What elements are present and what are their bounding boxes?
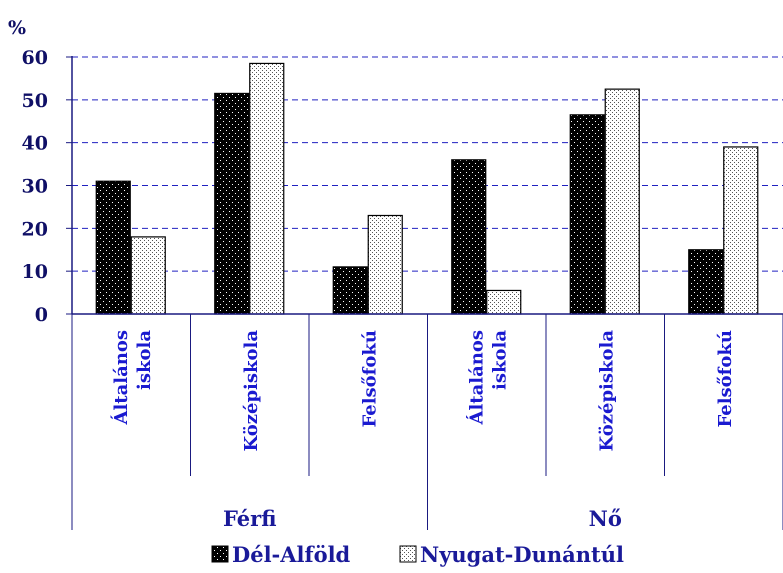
y-axis-unit-label: % <box>8 17 26 39</box>
bar-del-alfold <box>451 159 487 315</box>
legend-label: Nyugat-Dunántúl <box>420 542 624 567</box>
y-tick-label: 30 <box>22 176 48 198</box>
bar-del-alfold <box>214 92 250 315</box>
bar-nyugat-dunantul <box>130 236 166 315</box>
y-tick-label: 40 <box>22 133 48 155</box>
legend-label: Dél-Alföld <box>232 542 351 567</box>
category-label: Általános <box>109 330 132 426</box>
y-tick-label: 50 <box>22 90 48 112</box>
bar-nyugat-dunantul <box>486 289 522 315</box>
bar-nyugat-dunantul <box>367 214 403 315</box>
bars <box>95 62 759 315</box>
bar-nyugat-dunantul <box>249 62 285 315</box>
legend: Dél-Alföld Nyugat-Dunántúl <box>211 542 624 567</box>
category-label: iskola <box>489 330 510 390</box>
legend-swatch <box>211 545 229 563</box>
bar-nyugat-dunantul <box>604 88 640 315</box>
axes <box>71 56 783 530</box>
gridlines <box>72 56 783 272</box>
category-label: Középiskola <box>241 330 262 452</box>
category-labels: Általános iskola Középiskola Felsőfokú Által… <box>109 330 736 452</box>
legend-swatch <box>399 545 417 563</box>
y-axis-ticks: 0 10 20 30 40 50 60 <box>22 47 72 326</box>
bar-del-alfold <box>95 180 131 315</box>
category-label: Általános <box>464 330 487 426</box>
category-label: Középiskola <box>596 330 617 452</box>
group-label: Férfi <box>223 506 276 531</box>
bar-del-alfold <box>688 249 724 315</box>
y-tick-label: 10 <box>22 261 48 283</box>
y-tick-label: 60 <box>22 47 48 69</box>
category-label: iskola <box>134 330 155 390</box>
category-label: Felsőfokú <box>715 330 736 428</box>
group-labels: Férfi Nő <box>223 506 622 531</box>
y-tick-label: 0 <box>35 304 48 326</box>
bar-nyugat-dunantul <box>723 146 759 315</box>
bar-del-alfold <box>569 114 605 315</box>
bar-del-alfold <box>332 266 368 315</box>
group-label: Nő <box>589 506 622 531</box>
category-label: Felsőfokú <box>359 330 380 428</box>
y-tick-label: 20 <box>22 218 48 240</box>
